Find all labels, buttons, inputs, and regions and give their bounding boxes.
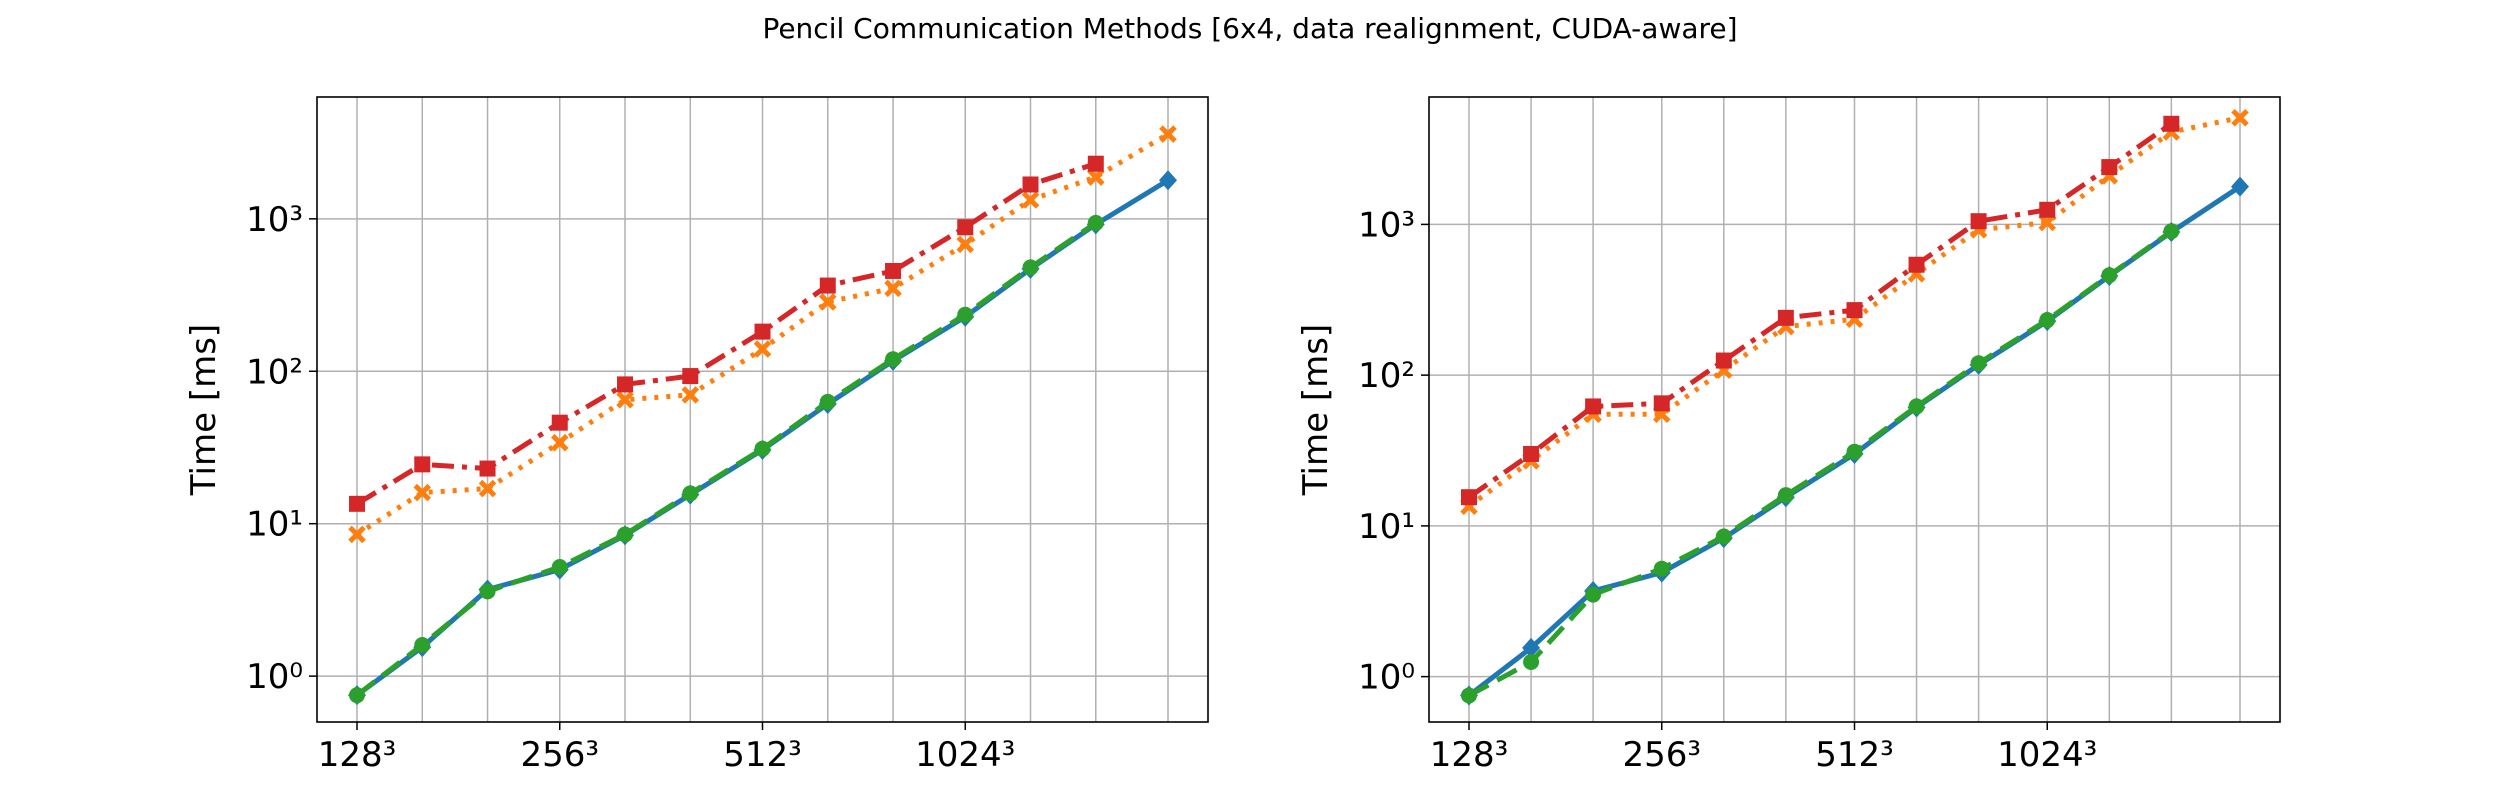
data-point-x — [2038, 213, 2057, 232]
x-tick-label: 128³ — [318, 735, 397, 775]
data-point-square — [1653, 395, 1670, 412]
chart-panel-2: 128³ 256³ 512³ 1024³ 10⁰ 10¹ 10² 10³ Time [ms] — [1296, 96, 2281, 775]
series-line-4 — [355, 161, 1097, 506]
data-point-square — [1585, 398, 1602, 415]
data-point-circle — [1087, 214, 1104, 231]
data-point-circle — [754, 440, 771, 457]
data-point-square — [1777, 309, 1794, 326]
data-point-circle — [2101, 267, 2118, 284]
data-point-circle — [551, 558, 568, 575]
data-point-diamond — [1159, 170, 1177, 191]
data-point-square — [1087, 155, 1104, 172]
data-point-x — [2231, 108, 2249, 127]
x-tick-label: 256³ — [1622, 735, 1701, 775]
data-point-circle — [2163, 223, 2180, 240]
data-point-x — [550, 433, 569, 452]
figure-title: Pencil Communication Methods [6x4, data … — [762, 12, 1738, 45]
data-point-square — [754, 323, 771, 340]
data-point-circle — [1585, 586, 1602, 603]
x-tick-label: 256³ — [520, 735, 599, 775]
data-point-circle — [1523, 654, 1540, 671]
data-point-circle — [2039, 312, 2056, 329]
data-point-square — [551, 414, 568, 431]
data-point-x — [1087, 168, 1105, 186]
data-point-square — [885, 262, 902, 279]
data-point-square — [1715, 352, 1732, 369]
data-point-square — [1523, 445, 1540, 462]
data-point-x — [956, 235, 975, 254]
data-point-square — [957, 219, 974, 236]
series-line-3 — [1467, 229, 2173, 698]
data-point-circle — [349, 687, 365, 704]
data-point-square — [682, 368, 699, 385]
data-point-x — [1159, 125, 1177, 143]
data-point-x — [884, 279, 902, 298]
y-tick-label: 10⁰ — [246, 657, 303, 697]
y-axis-label: Time [ms] — [184, 324, 224, 496]
data-point-square — [2163, 115, 2180, 132]
data-point-x — [1021, 191, 1040, 209]
data-point-square — [1022, 176, 1039, 193]
data-point-square — [414, 456, 431, 473]
data-point-circle — [819, 393, 836, 410]
y-tick-label: 10³ — [1358, 205, 1415, 245]
data-point-circle — [1653, 560, 1670, 577]
chart-panel-1: 128³ 256³ 512³ 1024³ 10⁰ 10¹ 10² 10³ Time [ms] — [184, 96, 1209, 775]
data-point-circle — [1908, 398, 1925, 415]
y-tick-label: 10¹ — [246, 505, 303, 545]
x-tick-label: 512³ — [723, 735, 802, 775]
data-point-x — [819, 293, 837, 311]
y-tick-label: 10³ — [246, 200, 303, 240]
series-line-3 — [355, 220, 1098, 698]
x-tick-label: 1024³ — [1997, 735, 2097, 775]
data-point-diamond — [1522, 637, 1541, 658]
data-point-x — [753, 340, 772, 358]
x-tick-label: 1024³ — [915, 735, 1015, 775]
data-point-circle — [682, 485, 699, 502]
data-point-x — [616, 391, 634, 409]
data-point-diamond — [2231, 176, 2249, 197]
data-point-circle — [885, 351, 902, 368]
data-point-circle — [1777, 487, 1794, 504]
data-point-circle — [957, 306, 974, 323]
data-point-circle — [1970, 355, 1987, 372]
data-point-circle — [479, 583, 496, 600]
y-tick-label: 10² — [1358, 356, 1415, 396]
data-point-x — [681, 386, 700, 404]
data-point-square — [819, 277, 836, 294]
data-point-square — [1846, 302, 1863, 319]
data-point-square — [1908, 256, 1925, 273]
y-axis-label: Time [ms] — [1296, 324, 1336, 496]
data-point-circle — [1461, 687, 1477, 704]
series-line-4 — [1467, 121, 2173, 500]
data-point-square — [2101, 159, 2118, 176]
data-point-x — [478, 479, 497, 498]
y-tick-label: 10² — [246, 352, 303, 392]
x-tick-label: 128³ — [1430, 735, 1509, 775]
data-point-circle — [1022, 259, 1039, 276]
data-point-x — [348, 525, 366, 544]
data-point-circle — [617, 526, 634, 543]
y-tick-label: 10⁰ — [1358, 658, 1415, 698]
data-point-square — [2039, 201, 2056, 218]
y-tick-label: 10¹ — [1358, 507, 1415, 547]
data-point-circle — [1715, 528, 1732, 545]
data-point-square — [349, 495, 365, 512]
data-point-square — [479, 460, 496, 477]
data-point-square — [617, 376, 634, 393]
data-point-square — [1461, 489, 1477, 506]
data-point-circle — [414, 637, 431, 654]
data-point-x — [413, 483, 432, 502]
data-point-circle — [1846, 443, 1863, 460]
x-tick-label: 512³ — [1815, 735, 1894, 775]
data-point-square — [1970, 213, 1987, 230]
